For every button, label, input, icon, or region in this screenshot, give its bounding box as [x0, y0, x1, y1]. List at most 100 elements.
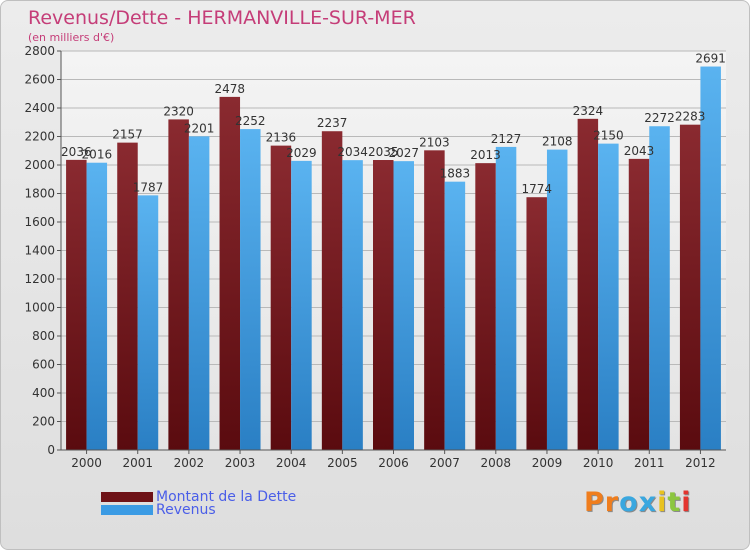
y-tick-label: 0: [47, 443, 55, 457]
bar-revenue: [86, 162, 108, 450]
y-tick-label: 2800: [24, 44, 55, 58]
value-label-revenue: 2016: [82, 148, 113, 162]
logo-letter: i: [681, 487, 692, 518]
bar-debt: [373, 160, 394, 450]
proxiti-logo: Proxiti: [584, 487, 692, 518]
value-label-revenue: 2691: [695, 52, 726, 66]
bar-debt: [270, 145, 292, 450]
value-label-revenue: 2034: [337, 145, 368, 159]
bar-debt: [628, 158, 650, 450]
y-tick-label: 800: [32, 329, 55, 343]
y-tick-label: 1600: [24, 215, 55, 229]
bar-revenue: [137, 195, 159, 450]
x-tick-label: 2007: [429, 456, 460, 470]
logo-letter: t: [667, 487, 682, 518]
value-label-revenue: 2127: [491, 132, 522, 146]
y-tick-label: 1200: [24, 272, 55, 286]
logo-letter: x: [638, 487, 658, 518]
bar-debt: [117, 142, 138, 450]
bar-debt: [168, 119, 189, 451]
x-tick-label: 2010: [583, 456, 614, 470]
bar-revenue: [393, 161, 414, 450]
y-tick-label: 2600: [24, 73, 55, 87]
bar-revenue: [342, 160, 363, 450]
value-label-revenue: 2108: [542, 135, 573, 149]
value-label-revenue: 1787: [133, 180, 164, 194]
legend-label-revenue: Revenus: [156, 502, 216, 518]
x-tick-label: 2009: [532, 456, 563, 470]
bar-revenue: [649, 126, 670, 451]
legend-item-revenue: Revenus: [101, 502, 216, 518]
y-tick-label: 400: [32, 386, 55, 400]
value-label-debt: 2320: [163, 104, 194, 118]
x-tick-label: 2003: [225, 456, 256, 470]
legend-label-debt: Montant de la Dette: [156, 489, 297, 505]
y-tick-label: 600: [32, 358, 55, 372]
value-label-debt: 2103: [419, 135, 450, 149]
value-label-debt: 2043: [624, 144, 655, 158]
bar-debt: [577, 118, 599, 450]
x-tick-label: 2005: [327, 456, 358, 470]
logo-letter: r: [604, 487, 620, 518]
x-axis: 2000 2001 2002 2003 2004 2005 2006 2007 2008 2009…: [61, 449, 726, 470]
bar-debt: [424, 150, 445, 450]
chart-subtitle: (en milliers d'€): [28, 31, 115, 44]
legend-item-debt: Montant de la Dette: [101, 489, 296, 505]
value-label-debt: 1774: [521, 182, 552, 196]
legend-swatch-revenue: [101, 505, 153, 515]
value-label-revenue: 2272: [644, 111, 675, 125]
bars: [66, 66, 721, 451]
x-tick-label: 2011: [634, 456, 665, 470]
value-label-revenue: 2027: [388, 146, 419, 160]
bar-debt: [321, 131, 343, 451]
bar-revenue: [598, 143, 619, 450]
value-label-debt: 2013: [470, 148, 501, 162]
bar-revenue: [546, 149, 568, 451]
value-label-debt: 2157: [112, 128, 143, 142]
value-label-revenue: 2029: [286, 146, 317, 160]
value-label-debt: 2035: [368, 145, 399, 159]
value-label-debt: 2324: [573, 104, 604, 118]
value-label-revenue: 2150: [593, 129, 624, 143]
y-tick-label: 1400: [24, 244, 55, 258]
value-label-revenue: 2252: [235, 114, 266, 128]
bar-debt: [475, 163, 496, 450]
value-label-debt: 2478: [215, 82, 246, 96]
value-label-debt: 2136: [266, 131, 297, 145]
chart-title: Revenus/Dette - HERMANVILLE-SUR-MER: [28, 7, 416, 29]
bar-debt: [66, 159, 87, 450]
y-tick-label: 1800: [24, 187, 55, 201]
y-tick-label: 2000: [24, 158, 55, 172]
x-tick-label: 2008: [481, 456, 512, 470]
y-axis: 0 200 400 600 800 1000 1200 1400 1600 1800 2000 220…: [24, 44, 62, 457]
y-tick-label: 1000: [24, 301, 55, 315]
value-label-debt: 2036: [61, 145, 92, 159]
x-tick-label: 2004: [276, 456, 307, 470]
y-tick-label: 2400: [24, 101, 55, 115]
logo-letter: i: [657, 487, 668, 518]
logo-letter: o: [619, 487, 639, 518]
value-label-revenue: 2201: [184, 121, 215, 135]
legend-swatch-debt: [101, 492, 153, 502]
x-tick-label: 2002: [174, 456, 205, 470]
bar-revenue: [495, 146, 517, 450]
x-tick-label: 2006: [378, 456, 409, 470]
x-tick-label: 2012: [685, 456, 716, 470]
bar-debt: [679, 124, 701, 451]
value-label-debt: 2283: [675, 110, 706, 124]
y-tick-label: 2200: [24, 130, 55, 144]
bar-revenue: [700, 66, 721, 450]
value-label-revenue: 1883: [440, 167, 471, 181]
value-label-debt: 2237: [317, 116, 348, 130]
bar-debt: [526, 197, 547, 450]
bar-revenue: [291, 160, 312, 450]
bar-revenue: [188, 136, 210, 451]
x-tick-label: 2000: [71, 456, 102, 470]
x-tick-label: 2001: [122, 456, 153, 470]
bar-revenue: [240, 129, 261, 450]
bar-debt: [219, 96, 241, 450]
logo-letter: P: [584, 487, 605, 518]
